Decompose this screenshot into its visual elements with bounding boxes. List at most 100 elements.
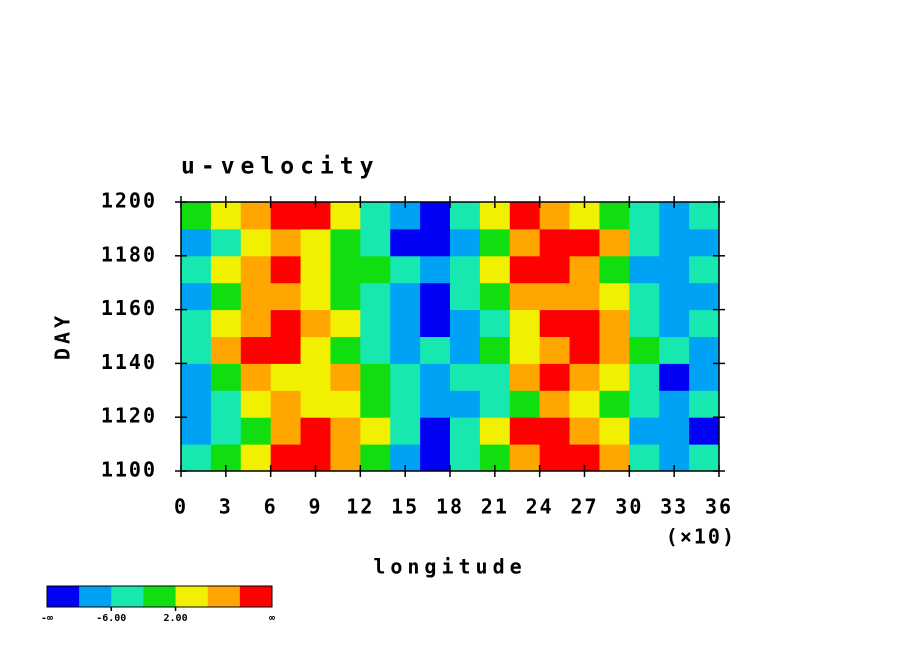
cell: [569, 255, 600, 284]
cell: [539, 336, 571, 364]
y-tick-label: 1140: [101, 350, 157, 374]
cell: [599, 390, 630, 418]
cell: [300, 417, 331, 445]
cell: [181, 444, 212, 472]
cell: [420, 444, 451, 472]
cell: [210, 390, 242, 418]
cell: [479, 309, 511, 337]
x-tick-label: 6: [264, 495, 278, 519]
cell: [240, 255, 272, 284]
cell: [390, 417, 421, 445]
cell: [240, 444, 272, 472]
cell: [181, 282, 212, 311]
y-tick-label: 1100: [101, 458, 157, 482]
y-tick-label: 1200: [101, 189, 157, 213]
cell: [539, 444, 571, 472]
cell: [181, 417, 212, 445]
x-multiplier: (×10): [666, 525, 736, 549]
cell: [270, 228, 302, 257]
cell: [210, 363, 242, 391]
cell: [509, 228, 541, 257]
cell: [240, 282, 272, 311]
cell: [420, 202, 451, 230]
cell: [509, 202, 541, 230]
cell: [330, 390, 361, 418]
cell: [181, 363, 212, 391]
cell: [330, 228, 361, 257]
cell: [300, 390, 331, 418]
cell: [539, 202, 571, 230]
cell: [240, 309, 272, 337]
cell: [569, 363, 600, 391]
cell: [300, 336, 331, 364]
colorbar-label: -6.00: [96, 613, 126, 624]
x-tick-label: 33: [660, 495, 688, 519]
cell: [450, 228, 481, 257]
cell: [270, 309, 302, 337]
cell: [360, 202, 391, 230]
cell: [599, 417, 630, 445]
cell: [539, 282, 571, 311]
cell: [420, 390, 451, 418]
cell: [659, 363, 690, 391]
cell: [390, 336, 421, 364]
cell: [210, 255, 242, 284]
cell: [300, 282, 331, 311]
cell: [599, 444, 630, 472]
cell: [270, 255, 302, 284]
colorbar-swatch: [175, 586, 209, 607]
cell: [240, 228, 272, 257]
cell: [420, 282, 451, 311]
cell: [360, 309, 391, 337]
cell: [629, 255, 660, 284]
cell: [689, 282, 720, 311]
cell: [240, 202, 272, 230]
cell: [270, 282, 302, 311]
x-tick-label: 27: [570, 495, 598, 519]
cell: [420, 363, 451, 391]
cell: [629, 444, 660, 472]
cell: [300, 309, 331, 337]
x-tick-label: 9: [308, 495, 322, 519]
cell: [569, 417, 600, 445]
cell: [569, 390, 600, 418]
x-tick-label: 0: [174, 495, 188, 519]
cell: [360, 255, 391, 284]
colorbar-swatch: [143, 586, 176, 607]
cell: [509, 390, 541, 418]
cell: [539, 363, 571, 391]
x-tick-label: 21: [481, 495, 509, 519]
cell: [689, 336, 720, 364]
cell: [509, 255, 541, 284]
cell: [569, 336, 600, 364]
cell: [360, 282, 391, 311]
y-tick-label: 1120: [101, 404, 157, 428]
cell: [659, 417, 690, 445]
cell: [300, 255, 331, 284]
cell: [689, 417, 720, 445]
cell: [629, 363, 660, 391]
x-tick-label: 24: [526, 495, 554, 519]
cell: [420, 417, 451, 445]
cell: [420, 228, 451, 257]
cell: [450, 363, 481, 391]
cell: [390, 363, 421, 391]
cell: [599, 282, 630, 311]
cell: [539, 309, 571, 337]
cell: [569, 228, 600, 257]
cell: [629, 336, 660, 364]
cell: [659, 336, 690, 364]
cell: [659, 390, 690, 418]
cell: [330, 417, 361, 445]
cell: [479, 336, 511, 364]
cell: [270, 390, 302, 418]
cell: [450, 390, 481, 418]
cell: [599, 336, 630, 364]
cell: [659, 255, 690, 284]
cell: [539, 417, 571, 445]
cell: [509, 282, 541, 311]
cell: [629, 282, 660, 311]
cell: [659, 228, 690, 257]
cell: [479, 255, 511, 284]
